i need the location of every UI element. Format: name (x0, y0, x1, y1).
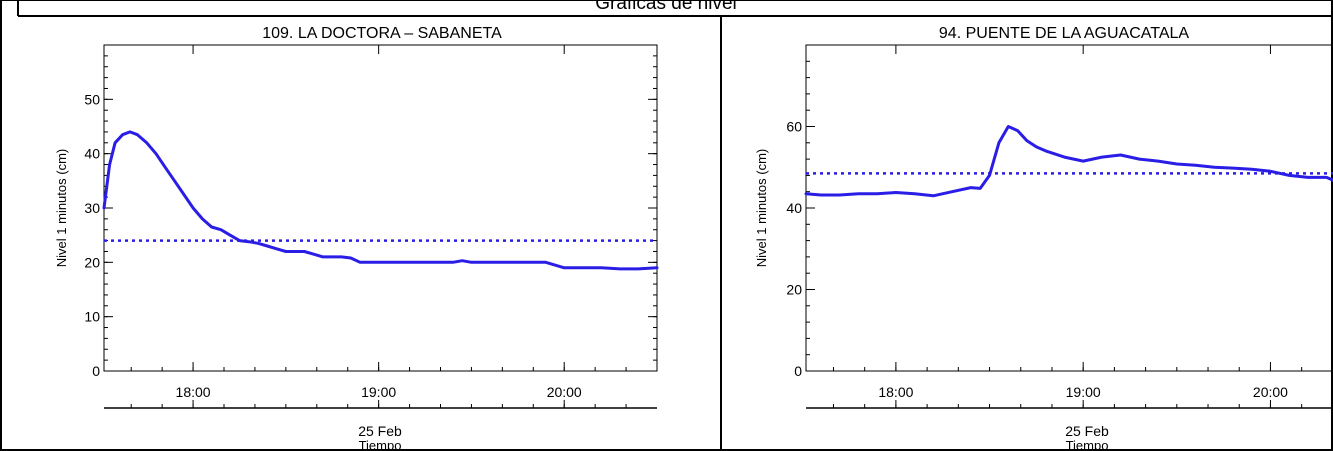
y-axis-label: Nivel 1 minutos (cm) (54, 149, 69, 267)
chart-panel-puente-aguacatala: 94. PUENTE DE LA AGUACATALA Nivel 1 minu… (754, 25, 1333, 451)
y-tick-label: 20 (84, 254, 100, 270)
x-tick-label: 19:00 (361, 384, 396, 400)
y-tick-label: 10 (84, 309, 100, 325)
page-header-title: Gráficas de nivel (595, 0, 737, 14)
plot-area-frame (104, 45, 657, 371)
x-axis-label: Tiempo (1066, 438, 1109, 451)
x-axis-label: Tiempo (359, 438, 402, 451)
y-tick-label: 60 (786, 119, 802, 135)
date-label: 25 Feb (1065, 423, 1109, 439)
y-axis-label: Nivel 1 minutos (cm) (754, 149, 769, 267)
y-tick-label: 30 (84, 200, 100, 216)
y-tick-label: 0 (794, 363, 802, 379)
y-tick-label: 0 (92, 363, 100, 379)
x-tick-label: 20:00 (1253, 384, 1288, 400)
series-line (806, 127, 1333, 196)
x-tick-label: 20:00 (547, 384, 582, 400)
x-tick-label: 18:00 (176, 384, 211, 400)
y-tick-label: 40 (786, 200, 802, 216)
y-tick-label: 20 (786, 282, 802, 298)
chart-title: 94. PUENTE DE LA AGUACATALA (939, 25, 1189, 42)
x-tick-label: 18:00 (878, 384, 913, 400)
plot-area-frame (806, 45, 1333, 371)
chart-title: 109. LA DOCTORA – SABANETA (262, 25, 502, 42)
y-tick-label: 40 (84, 146, 100, 162)
date-label: 25 Feb (358, 423, 402, 439)
x-tick-label: 19:00 (1066, 384, 1101, 400)
chart-panel-la-doctora: 109. LA DOCTORA – SABANETA Nivel 1 minut… (54, 25, 657, 451)
series-line (104, 132, 657, 269)
y-tick-label: 50 (84, 91, 100, 107)
